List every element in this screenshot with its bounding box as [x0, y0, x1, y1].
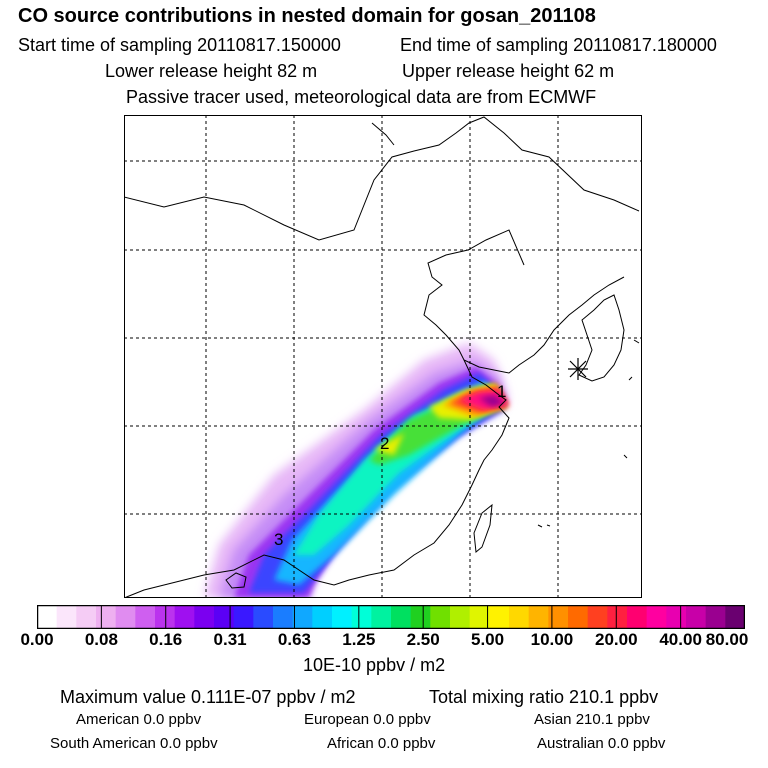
- total-mixing-ratio-label: Total mixing ratio 210.1 ppbv: [429, 687, 659, 707]
- maximum-value-label: Maximum value 0.111E-07 ppbv / m2: [60, 687, 356, 707]
- colorbar-cell: [705, 605, 726, 629]
- african-contribution: African 0.0 ppbv: [327, 735, 436, 752]
- colorbar-cell: [155, 605, 176, 629]
- colorbar-cell: [528, 605, 549, 629]
- european-contribution: European 0.0 ppbv: [304, 711, 431, 728]
- colorbar-cell: [233, 605, 254, 629]
- colorbar-tick-label: 0.31: [213, 630, 247, 649]
- colorbar-cell: [725, 605, 745, 629]
- colorbar-cell: [568, 605, 589, 629]
- map-frame: [124, 115, 642, 598]
- colorbar-cell: [627, 605, 648, 629]
- colorbar-tick-label: 0.00: [20, 630, 54, 649]
- colorbar-tick-label: 40.00: [659, 630, 702, 649]
- south-american-contribution: South American 0.0 ppbv: [50, 735, 218, 752]
- colorbar-tick-label: 1.25: [342, 630, 376, 649]
- colorbar-cell: [351, 605, 372, 629]
- lower-release-height-label: Lower release height 82 m: [105, 61, 318, 81]
- lat-lon-gridlines: [124, 115, 642, 598]
- colorbar-cell: [587, 605, 608, 629]
- colorbar-cell: [450, 605, 471, 629]
- colorbar-cell: [214, 605, 235, 629]
- colorbar-cell: [548, 605, 569, 629]
- asian-contribution: Asian 210.1 ppbv: [534, 711, 650, 728]
- colorbar-cell: [96, 605, 117, 629]
- colorbar-cell: [646, 605, 667, 629]
- colorbar-tick-label: 20.00: [594, 630, 638, 649]
- colorbar-cell: [253, 605, 274, 629]
- source-label-3: 3: [274, 530, 283, 549]
- colorbar-unit-label: 10E-10 ppbv / m2: [303, 655, 446, 675]
- colorbar-cell: [135, 605, 156, 629]
- end-time-label: End time of sampling 20110817.180000: [400, 35, 717, 55]
- colorbar: [37, 605, 745, 629]
- colorbar-cell: [174, 605, 195, 629]
- colorbar-cell: [273, 605, 294, 629]
- colorbar-cell: [469, 605, 490, 629]
- start-time-label: Start time of sampling 20110817.150000: [18, 35, 341, 55]
- colorbar-cell: [292, 605, 313, 629]
- colorbar-cell: [194, 605, 215, 629]
- american-contribution: American 0.0 ppbv: [76, 711, 202, 728]
- asterisk-receptor-icon: [568, 358, 588, 380]
- colorbar-tick-label: 2.50: [406, 630, 440, 649]
- tracer-note-label: Passive tracer used, meteorological data…: [126, 87, 597, 107]
- colorbar-tick-label: 5.00: [470, 630, 505, 649]
- colorbar-cell: [76, 605, 97, 629]
- colorbar-tick-label: 0.08: [84, 630, 118, 649]
- colorbar-cell: [686, 605, 707, 629]
- upper-release-height-label: Upper release height 62 m: [402, 61, 615, 81]
- concentration-plume: [204, 343, 509, 598]
- australian-contribution: Australian 0.0 ppbv: [537, 735, 666, 752]
- colorbar-cell: [410, 605, 431, 629]
- colorbar-cell: [607, 605, 628, 629]
- map-panel: 1 2 3: [124, 115, 642, 598]
- colorbar-cell: [37, 605, 58, 629]
- colorbar-cell: [56, 605, 77, 629]
- colorbar-cell: [391, 605, 412, 629]
- colorbar-cell: [666, 605, 687, 629]
- colorbar-tick-label: 10.00: [530, 630, 574, 649]
- source-label-2: 2: [380, 434, 389, 453]
- colorbar-tick-label: 80.00: [705, 630, 749, 649]
- colorbar-cell: [489, 605, 510, 629]
- colorbar-tick-label: 0.63: [277, 630, 311, 649]
- coastlines: [124, 116, 640, 598]
- colorbar-tick-label: 0.16: [149, 630, 183, 649]
- colorbar-cell: [332, 605, 353, 629]
- source-label-1: 1: [497, 382, 506, 401]
- colorbar-cell: [371, 605, 392, 629]
- colorbar-cell: [430, 605, 451, 629]
- colorbar-cell: [115, 605, 136, 629]
- colorbar-cell: [312, 605, 333, 629]
- colorbar-cell: [509, 605, 530, 629]
- page-title: CO source contributions in nested domain…: [18, 5, 596, 27]
